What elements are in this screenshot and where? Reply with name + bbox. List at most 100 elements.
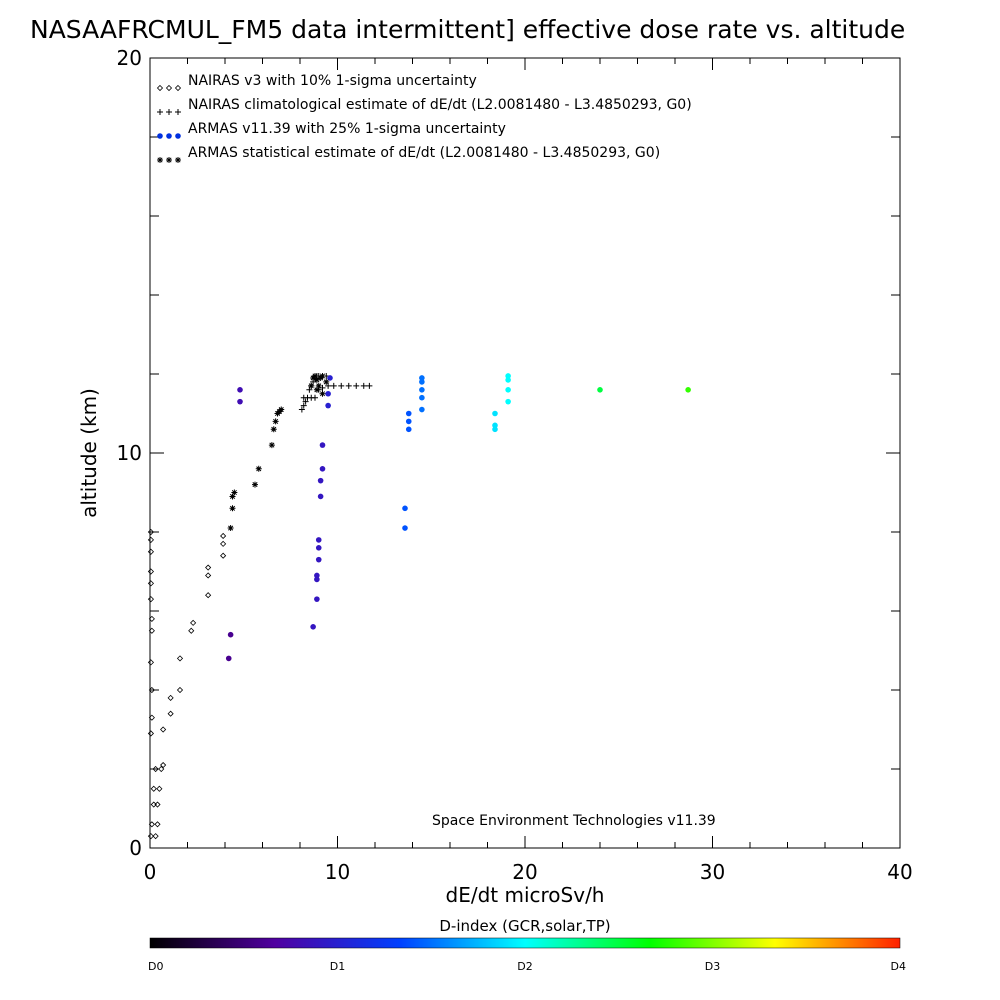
legend-marker	[175, 133, 181, 139]
armas-point	[505, 398, 511, 405]
colorbar	[149, 937, 901, 949]
nairas-v3-point	[205, 592, 212, 599]
armas-point	[325, 390, 331, 397]
legend-marker	[157, 109, 163, 115]
nairas-v3-point	[188, 627, 195, 634]
nairas-v3-point	[154, 801, 161, 808]
colorbar-tick-label: D3	[705, 960, 720, 973]
chart-title: NASAAFRCMUL_FM5 data intermittent] effec…	[30, 15, 905, 44]
nairas-climatological-point	[298, 406, 305, 413]
colorbar-title: D-index (GCR,solar,TP)	[439, 917, 610, 935]
credit-annotation: Space Environment Technologies v11.39	[432, 813, 716, 829]
x-tick-label: 30	[700, 860, 725, 884]
armas-point	[327, 375, 333, 381]
legend-marker	[157, 157, 163, 163]
colorbar-labels: D0 D1 D2 D3 D4	[148, 960, 906, 973]
armas-statistical-point	[313, 376, 320, 383]
colorbar-tick-label: D2	[517, 960, 532, 973]
nairas-v3-point	[147, 659, 155, 666]
nairas-v3-point	[152, 833, 159, 840]
legend-marker	[157, 133, 163, 139]
armas-point	[505, 377, 511, 383]
y-tick-label: 20	[117, 46, 142, 70]
armas-point	[597, 387, 603, 393]
nairas-v3-point	[167, 694, 174, 701]
armas-statistical-point	[323, 378, 330, 385]
armas-statistical-point	[229, 505, 236, 512]
y-tick-label: 0	[129, 836, 142, 860]
armas-statistical-point	[278, 406, 285, 413]
armas-point	[317, 493, 324, 500]
armas-point	[237, 398, 243, 405]
x-tick-label: 20	[512, 860, 537, 884]
armas-point	[314, 576, 320, 583]
legend-marker	[166, 157, 172, 163]
legend-marker	[156, 84, 164, 92]
armas-statistical-point	[315, 382, 322, 389]
x-tick-label: 10	[325, 860, 350, 884]
armas-point	[225, 655, 232, 662]
legend-label: NAIRAS climatological estimate of dE/dt …	[188, 97, 692, 113]
armas-point	[419, 406, 425, 413]
armas-point	[402, 525, 408, 531]
armas-statistical-point	[312, 372, 318, 379]
legend-label: NAIRAS v3 with 10% 1-sigma uncertainty	[188, 73, 477, 89]
armas-point	[402, 505, 408, 512]
nairas-v3-point	[220, 532, 227, 540]
armas-statistical-point	[319, 390, 326, 397]
y-tick-label: 10	[117, 441, 142, 465]
armas-point	[505, 387, 511, 393]
armas-point	[315, 545, 322, 551]
armas-point	[315, 556, 322, 563]
y-axis-label: altitude (km)	[77, 388, 101, 518]
nairas-climatological-point	[360, 382, 367, 389]
nairas-v3-point	[147, 730, 155, 737]
legend-label: ARMAS v11.39 with 25% 1-sigma uncertaint…	[188, 121, 506, 137]
armas-point	[405, 426, 412, 433]
nairas-v3-point	[150, 785, 157, 792]
armas-point	[227, 631, 234, 638]
armas-point	[685, 387, 691, 393]
armas-statistical-point	[308, 382, 315, 389]
nairas-v3-point	[190, 619, 197, 626]
colorbar-tick-label: D0	[148, 960, 163, 973]
legend-marker	[166, 133, 172, 139]
legend-marker	[165, 84, 173, 92]
armas-point	[319, 466, 326, 472]
nairas-v3-point	[147, 528, 155, 536]
armas-point	[315, 537, 322, 543]
armas-point	[405, 418, 412, 425]
nairas-v3-point	[148, 714, 155, 721]
nairas-climatological-point	[330, 382, 337, 389]
nairas-climatological-point	[353, 382, 360, 389]
nairas-climatological-point	[345, 382, 352, 389]
armas-statistical-point	[227, 525, 234, 532]
armas-statistical-point	[272, 418, 279, 425]
armas-statistical-point	[313, 386, 320, 393]
nairas-v3-point	[148, 686, 155, 694]
armas-point	[419, 394, 425, 401]
colorbar-tick-label: D4	[891, 960, 906, 973]
x-tick-label: 40	[887, 860, 912, 884]
nairas-v3-point	[176, 686, 184, 694]
armas-statistical-point	[231, 489, 238, 496]
nairas-v3-point	[205, 572, 212, 579]
nairas-v3-point	[220, 540, 227, 547]
armas-point	[314, 572, 320, 579]
armas-point	[419, 375, 425, 381]
nairas-v3-point	[148, 627, 155, 634]
nairas-climatological-point	[300, 402, 307, 409]
nairas-climatological-point	[366, 382, 373, 389]
armas-statistical-point	[255, 465, 262, 472]
plot-frame	[149, 57, 901, 849]
legend-marker	[175, 109, 181, 115]
axis-ticks	[149, 57, 901, 849]
armas-point	[325, 402, 331, 409]
legend-marker	[175, 157, 181, 163]
armas-point	[492, 410, 498, 417]
armas-point	[405, 410, 412, 417]
legend-label: ARMAS statistical estimate of dE/dt (L2.…	[188, 145, 660, 161]
nairas-v3-point	[147, 536, 155, 543]
armas-point	[419, 387, 425, 393]
